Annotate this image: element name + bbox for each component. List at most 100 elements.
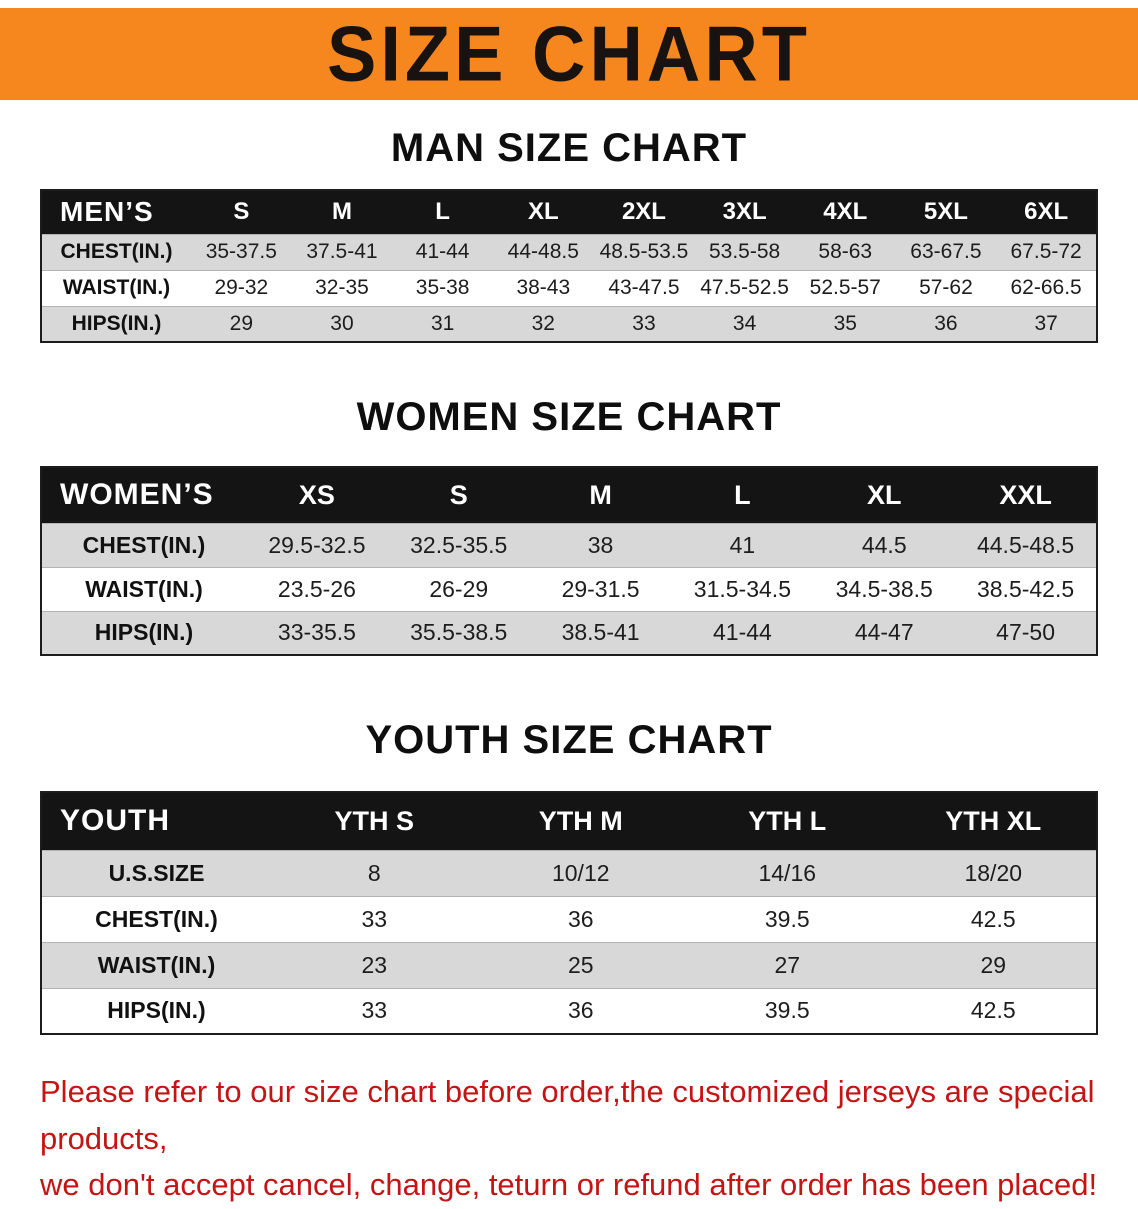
- section-heading-womens: WOMEN SIZE CHART: [356, 395, 782, 439]
- size-header-cell: YTH M: [538, 805, 623, 836]
- row-label: HIPS(IN.): [94, 619, 194, 646]
- mens-size-table: MEN’S S M L XL 2XL 3XL 4XL 5XL 6XL CHEST(IN.) 35-37…: [40, 189, 1098, 343]
- table-title-cell: MEN’S: [60, 196, 154, 228]
- size-value-cell: 39.5: [764, 905, 810, 932]
- section-mens: MAN SIZE CHART MEN’S S M L XL 2XL 3XL 4XL 5XL 6XL C…: [0, 126, 1138, 343]
- size-header-cell: 2XL: [621, 198, 666, 226]
- size-header-cell: XL: [866, 479, 902, 510]
- table-row: HIPS(IN.) 29 30 31 32 33 34 35 36 37: [41, 306, 1097, 342]
- womens-size-table: WOMEN’S XS S M L XL XXL CHEST(IN.) 29.5-32.5 32.5…: [40, 466, 1098, 656]
- table-row: WAIST(IN.) 23 25 27 29: [41, 942, 1097, 988]
- size-header-cell: S: [449, 479, 468, 510]
- size-value-cell: 41-44: [712, 619, 772, 646]
- row-label: HIPS(IN.): [71, 311, 162, 335]
- table-row: HIPS(IN.) 33 36 39.5 42.5: [41, 988, 1097, 1034]
- size-value-cell: 33: [361, 905, 388, 932]
- table-row: HIPS(IN.) 33-35.5 35.5-38.5 38.5-41 41-44 44-…: [41, 611, 1097, 655]
- size-header-cell: 5XL: [923, 198, 968, 226]
- size-value-cell: 32-35: [315, 276, 369, 299]
- size-header-cell: L: [734, 479, 751, 510]
- size-header-cell: YTH L: [748, 805, 827, 836]
- size-value-cell: 35-37.5: [205, 240, 277, 263]
- table-row: WAIST(IN.) 23.5-26 26-29 29-31.5 31.5-34.5 34…: [41, 567, 1097, 611]
- size-value-cell: 32.5-35.5: [410, 531, 508, 558]
- size-value-cell: 52.5-57: [809, 276, 881, 299]
- size-value-cell: 43-47.5: [608, 276, 680, 299]
- size-value-cell: 35-38: [415, 276, 470, 299]
- size-header-cell: S: [233, 198, 250, 226]
- row-label: CHEST(IN.): [82, 531, 206, 558]
- size-value-cell: 14/16: [758, 859, 817, 886]
- size-value-cell: 32: [531, 311, 555, 335]
- size-value-cell: 44.5: [861, 531, 907, 558]
- size-value-cell: 37: [1034, 311, 1058, 335]
- footer-note: Please refer to our size chart before or…: [40, 1069, 1102, 1209]
- size-value-cell: 34: [732, 311, 757, 335]
- footer-note-line2: we don't accept cancel, change, teturn o…: [40, 1167, 1098, 1202]
- size-value-cell: 44.5-48.5: [976, 531, 1075, 558]
- size-value-cell: 57-62: [919, 276, 973, 299]
- size-chart-page: SIZE CHART MAN SIZE CHART MEN’S S M L XL 2XL 3X…: [0, 8, 1138, 1209]
- size-header-cell: M: [589, 479, 612, 510]
- size-value-cell: 58-63: [818, 240, 873, 263]
- table-row: CHEST(IN.) 35-37.5 37.5-41 41-44 44-48.5 48.5…: [41, 234, 1097, 270]
- section-heading-mens: MAN SIZE CHART: [390, 126, 748, 170]
- size-value-cell: 29: [229, 311, 253, 335]
- table-row: WAIST(IN.) 29-32 32-35 35-38 38-43 43-47.5 47.…: [41, 270, 1097, 306]
- size-value-cell: 44-48.5: [507, 240, 579, 263]
- size-value-cell: 44-47: [854, 619, 914, 646]
- size-value-cell: 47-50: [996, 619, 1055, 646]
- size-value-cell: 29-32: [214, 276, 269, 299]
- size-value-cell: 29.5-32.5: [268, 531, 366, 558]
- size-value-cell: 62-66.5: [1010, 276, 1082, 299]
- size-value-cell: 38-43: [516, 276, 571, 299]
- size-value-cell: 34.5-38.5: [835, 575, 933, 602]
- size-value-cell: 18/20: [964, 859, 1023, 886]
- header-row: MEN’S S M L XL 2XL 3XL 4XL 5XL 6XL: [41, 190, 1097, 234]
- table-row: CHEST(IN.) 33 36 39.5 42.5: [41, 896, 1097, 942]
- size-sections: MAN SIZE CHART MEN’S S M L XL 2XL 3XL 4XL 5XL 6XL C…: [0, 126, 1138, 1035]
- row-label: WAIST(IN.): [62, 276, 171, 299]
- size-header-cell: 6XL: [1024, 198, 1069, 226]
- row-label: WAIST(IN.): [85, 575, 203, 602]
- size-header-cell: XL: [527, 198, 559, 226]
- size-value-cell: 38: [587, 531, 614, 558]
- size-value-cell: 48.5-53.5: [599, 240, 689, 263]
- footer-note-line1: Please refer to our size chart before or…: [40, 1074, 1095, 1156]
- size-value-cell: 38.5-42.5: [976, 575, 1075, 602]
- size-header-cell: XS: [298, 479, 335, 510]
- size-value-cell: 36: [567, 905, 594, 932]
- size-value-cell: 29: [980, 951, 1007, 978]
- header-row: WOMEN’S XS S M L XL XXL: [41, 467, 1097, 523]
- section-heading-youth: YOUTH SIZE CHART: [365, 718, 773, 762]
- size-value-cell: 35.5-38.5: [410, 619, 508, 646]
- size-value-cell: 25: [567, 951, 594, 978]
- size-value-cell: 10/12: [551, 859, 610, 886]
- row-label: HIPS(IN.): [107, 997, 206, 1024]
- size-value-cell: 37.5-41: [306, 240, 378, 263]
- size-value-cell: 29-31.5: [561, 575, 640, 602]
- size-header-cell: M: [331, 198, 352, 226]
- size-value-cell: 33: [632, 311, 656, 335]
- youth-size-table: YOUTH YTH S YTH M YTH L YTH XL U.S.SIZE 8 10/12…: [40, 791, 1098, 1035]
- size-header-cell: 4XL: [823, 198, 868, 226]
- size-header-cell: L: [435, 198, 450, 226]
- size-value-cell: 42.5: [970, 905, 1016, 932]
- size-value-cell: 41-44: [415, 240, 470, 263]
- size-value-cell: 53.5-58: [708, 240, 781, 263]
- row-label: CHEST(IN.): [60, 240, 173, 263]
- size-value-cell: 36: [934, 311, 958, 335]
- size-value-cell: 47.5-52.5: [700, 276, 789, 299]
- size-value-cell: 8: [367, 859, 381, 886]
- row-label: WAIST(IN.): [97, 951, 216, 978]
- row-label: U.S.SIZE: [108, 859, 205, 886]
- table-title-cell: WOMEN’S: [60, 478, 214, 512]
- size-value-cell: 33: [361, 997, 388, 1024]
- size-value-cell: 26-29: [429, 575, 489, 602]
- size-value-cell: 36: [567, 997, 594, 1024]
- banner: SIZE CHART: [0, 8, 1138, 100]
- size-value-cell: 41: [729, 531, 756, 558]
- size-value-cell: 42.5: [970, 997, 1016, 1024]
- size-value-cell: 35: [833, 311, 857, 335]
- size-value-cell: 31.5-34.5: [693, 575, 791, 602]
